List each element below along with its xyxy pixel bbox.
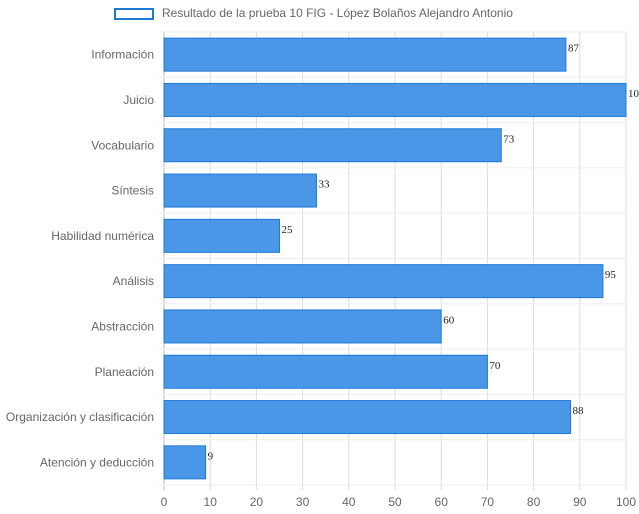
bar xyxy=(163,82,627,117)
category-label: Síntesis xyxy=(111,184,154,198)
x-tick-label: 0 xyxy=(161,495,168,509)
data-label: 73 xyxy=(503,133,515,145)
x-tick-label: 30 xyxy=(296,495,310,509)
category-label: Vocabulario xyxy=(91,138,154,152)
bar xyxy=(163,309,442,344)
data-label: 70 xyxy=(489,360,501,372)
data-label: 87 xyxy=(568,43,580,55)
category-label: Atención y deducción xyxy=(40,455,154,469)
x-tick-label: 90 xyxy=(573,495,587,509)
data-label: 33 xyxy=(318,179,330,191)
x-tick-label: 70 xyxy=(481,495,495,509)
bar xyxy=(163,445,207,480)
bar xyxy=(163,400,572,435)
category-label: Abstracción xyxy=(91,319,154,333)
category-label: Juicio xyxy=(123,93,154,107)
x-tick-label: 40 xyxy=(342,495,356,509)
x-tick-label: 60 xyxy=(435,495,449,509)
bar xyxy=(163,128,502,163)
data-label: 95 xyxy=(605,269,617,281)
x-tick-label: 10 xyxy=(204,495,218,509)
x-tick-label: 20 xyxy=(250,495,264,509)
bar xyxy=(163,173,317,208)
category-label: Análisis xyxy=(113,274,154,288)
bar xyxy=(163,264,604,299)
category-label: Habilidad numérica xyxy=(51,229,154,243)
category-label: Organización y clasificación xyxy=(6,410,154,424)
data-label: 100 xyxy=(628,88,639,100)
legend-swatch[interactable] xyxy=(114,8,154,20)
data-label: 9 xyxy=(208,450,214,462)
legend-label: Resultado de la prueba 10 FIG - López Bo… xyxy=(162,6,513,20)
category-label: Planeación xyxy=(95,365,154,379)
data-label: 60 xyxy=(443,314,455,326)
data-label: 88 xyxy=(573,405,585,417)
bar xyxy=(163,354,488,389)
bar xyxy=(163,37,567,72)
x-tick-label: 50 xyxy=(388,495,402,509)
category-label: Información xyxy=(91,48,154,62)
data-label: 25 xyxy=(282,224,294,236)
x-tick-label: 80 xyxy=(527,495,541,509)
bar xyxy=(163,218,280,253)
x-tick-label: 100 xyxy=(616,495,636,509)
